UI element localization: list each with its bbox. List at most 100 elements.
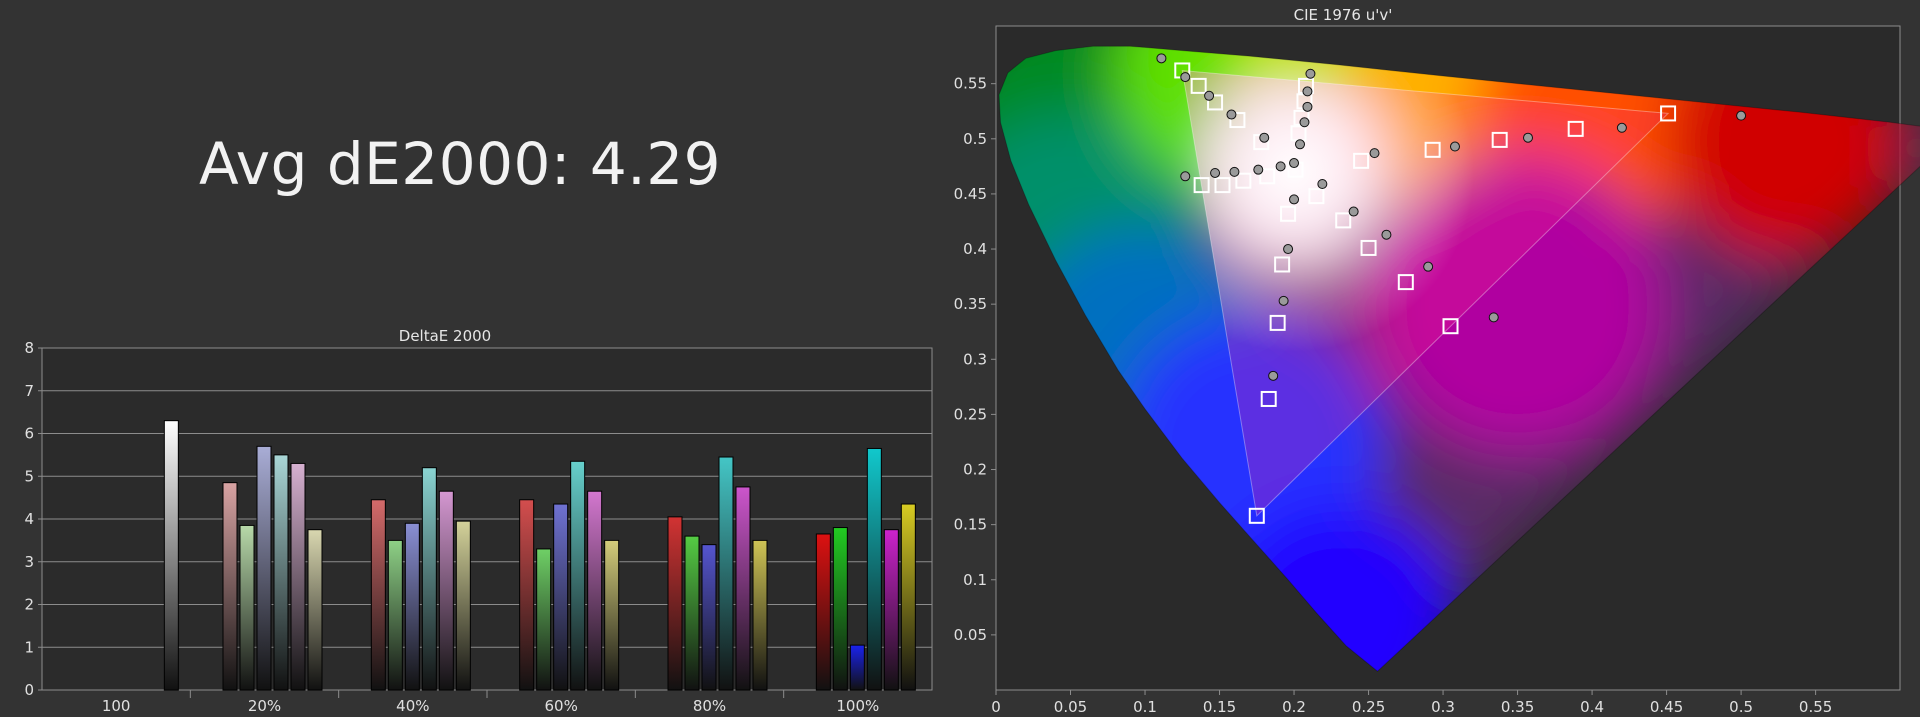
bar-40%-1 <box>370 499 386 691</box>
measured-point <box>1348 206 1359 217</box>
cie-xtick-label: 0.15 <box>1203 698 1236 716</box>
cie-xtick-label: 0.3 <box>1431 698 1455 716</box>
gamut-triangle <box>1181 69 1670 517</box>
cie-ytick-label: 0.45 <box>954 185 987 203</box>
bar-xtick-label: 100% <box>836 697 879 715</box>
bar-40%-5 <box>438 490 454 691</box>
bar-80%-1 <box>667 516 683 691</box>
avg-de2000-label: Avg dE2000: 4.29 <box>198 130 722 198</box>
measured-point <box>1229 166 1240 177</box>
cie-ytick-label: 0.2 <box>963 461 987 479</box>
target-square <box>1360 239 1377 256</box>
bar-ytick-label: 0 <box>24 681 34 699</box>
measured-point <box>1449 141 1460 152</box>
cie-ytick-label: 0.5 <box>963 130 987 148</box>
measured-point <box>1299 117 1310 128</box>
bar-60%-4 <box>570 460 586 691</box>
target-square <box>1193 177 1210 194</box>
target-square <box>1274 256 1291 273</box>
bar-40%-3 <box>404 522 420 691</box>
cie-xtick-label: 0.1 <box>1133 698 1157 716</box>
measured-point <box>1156 53 1167 64</box>
target-square <box>1190 77 1207 94</box>
measured-point <box>1180 72 1191 83</box>
target-square <box>1260 390 1277 407</box>
cie-ytick-label: 0.4 <box>963 240 987 258</box>
bar-40%-4 <box>421 467 437 691</box>
target-square <box>1308 188 1325 205</box>
measured-point <box>1278 295 1289 306</box>
bar-ytick-label: 2 <box>24 596 34 614</box>
bar-60%-1 <box>519 499 535 691</box>
cie-ytick-label: 0.55 <box>954 75 987 93</box>
cie-ytick-label: 0.3 <box>963 350 987 368</box>
bar-80%-3 <box>701 544 717 691</box>
target-square <box>1660 105 1677 122</box>
measured-point <box>1283 244 1294 255</box>
cie-xtick-label: 0.5 <box>1729 698 1753 716</box>
bar-80%-2 <box>684 535 700 691</box>
measured-point <box>1302 101 1313 112</box>
measured-point <box>1268 370 1279 381</box>
cie-ytick-label: 0.35 <box>954 295 987 313</box>
target-square <box>1442 318 1459 335</box>
target-square <box>1235 172 1252 189</box>
bar-xtick-label: 40% <box>396 697 429 715</box>
bar-40%-6 <box>455 520 471 691</box>
bar-20%-2 <box>239 524 255 691</box>
bar-60%-5 <box>587 490 603 691</box>
bar-20%-1 <box>222 482 238 691</box>
measured-point <box>1295 139 1306 150</box>
bar-100%-4 <box>866 447 882 691</box>
cie-ytick-label: 0.25 <box>954 405 987 423</box>
measured-point <box>1253 164 1264 175</box>
measured-point <box>1226 109 1237 120</box>
measured-point <box>1204 90 1215 101</box>
measured-point <box>1736 110 1747 121</box>
target-square <box>1567 120 1584 137</box>
bar-80%-5 <box>735 486 751 691</box>
bar-ytick-label: 7 <box>24 382 34 400</box>
measured-point <box>1302 86 1313 97</box>
bar-40%-2 <box>387 539 403 691</box>
bar-20%-3 <box>256 445 272 691</box>
spectral-locus <box>998 45 1920 672</box>
measured-point <box>1523 132 1534 143</box>
cie-xtick-label: 0.25 <box>1352 698 1385 716</box>
bar-100%-3 <box>849 644 865 691</box>
bar-80%-4 <box>718 456 734 691</box>
bar-ytick-label: 4 <box>24 510 34 528</box>
bar-20%-6 <box>307 529 323 691</box>
cie-chart-title: CIE 1976 u'v' <box>1294 6 1393 24</box>
measured-point <box>1423 261 1434 272</box>
bar-ytick-label: 5 <box>24 467 34 485</box>
target-square <box>1397 274 1414 291</box>
bar-60%-3 <box>553 503 569 691</box>
cie-xtick-label: 0.55 <box>1799 698 1832 716</box>
bar-100%-6 <box>900 503 916 691</box>
bar-ytick-label: 3 <box>24 553 34 571</box>
cie-xtick-label: 0.2 <box>1282 698 1306 716</box>
target-square <box>1259 168 1276 185</box>
bar-80%-6 <box>752 539 768 691</box>
bar-100%-2 <box>832 527 848 691</box>
bar-ytick-label: 6 <box>24 425 34 443</box>
bar-100%-5 <box>883 529 899 691</box>
cie-xtick-label: 0.35 <box>1501 698 1534 716</box>
measured-point <box>1259 132 1270 143</box>
target-square <box>1214 177 1231 194</box>
target-square <box>1335 212 1352 229</box>
measured-point <box>1381 229 1392 240</box>
bar-xtick-label: 20% <box>248 697 281 715</box>
measured-point <box>1317 178 1328 189</box>
target-square <box>1280 205 1297 222</box>
measured-point <box>1289 158 1300 169</box>
bar-100%-1 <box>815 533 831 691</box>
bar-60%-2 <box>536 548 552 691</box>
cie-xtick-label: 0.05 <box>1054 698 1087 716</box>
measured-point <box>1616 122 1627 133</box>
cie-ytick-label: 0.05 <box>954 626 987 644</box>
